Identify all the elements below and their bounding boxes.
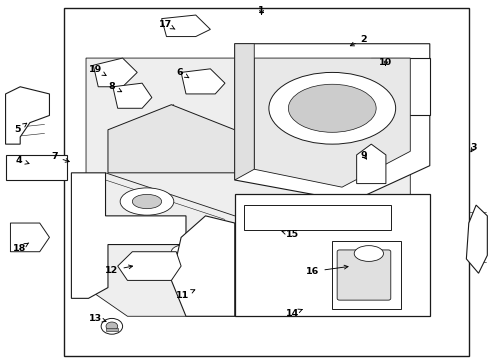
Polygon shape bbox=[86, 58, 409, 316]
Polygon shape bbox=[10, 223, 49, 252]
Polygon shape bbox=[171, 216, 234, 316]
Polygon shape bbox=[64, 8, 468, 356]
Polygon shape bbox=[234, 44, 254, 180]
Text: 10: 10 bbox=[379, 58, 392, 67]
Text: 13: 13 bbox=[89, 314, 106, 323]
Polygon shape bbox=[71, 173, 185, 298]
Text: 4: 4 bbox=[16, 156, 29, 165]
Polygon shape bbox=[466, 205, 487, 273]
Text: 3: 3 bbox=[469, 143, 476, 152]
Polygon shape bbox=[93, 58, 137, 87]
Text: 8: 8 bbox=[108, 82, 122, 92]
Text: 6: 6 bbox=[177, 68, 188, 78]
Ellipse shape bbox=[178, 248, 193, 256]
Polygon shape bbox=[254, 58, 409, 187]
Polygon shape bbox=[234, 44, 429, 202]
Ellipse shape bbox=[132, 194, 161, 209]
Text: 5: 5 bbox=[15, 123, 27, 134]
Polygon shape bbox=[331, 241, 400, 309]
Polygon shape bbox=[105, 328, 118, 330]
Polygon shape bbox=[356, 144, 385, 184]
Text: 7: 7 bbox=[51, 152, 69, 162]
Polygon shape bbox=[161, 15, 210, 37]
Polygon shape bbox=[108, 105, 234, 173]
Polygon shape bbox=[244, 205, 390, 230]
FancyBboxPatch shape bbox=[336, 250, 390, 300]
Ellipse shape bbox=[353, 246, 383, 261]
Polygon shape bbox=[5, 155, 66, 180]
Text: 11: 11 bbox=[175, 289, 194, 300]
Text: 16: 16 bbox=[305, 265, 347, 276]
Polygon shape bbox=[234, 194, 429, 316]
Ellipse shape bbox=[171, 244, 200, 259]
Text: 19: 19 bbox=[89, 65, 106, 76]
Polygon shape bbox=[181, 69, 224, 94]
Ellipse shape bbox=[268, 72, 395, 144]
Text: 15: 15 bbox=[282, 230, 298, 239]
Text: 12: 12 bbox=[105, 265, 132, 275]
Polygon shape bbox=[113, 83, 152, 108]
Text: 9: 9 bbox=[360, 151, 366, 160]
Polygon shape bbox=[5, 87, 49, 144]
Text: 14: 14 bbox=[285, 309, 302, 318]
Text: 2: 2 bbox=[349, 35, 366, 46]
Polygon shape bbox=[118, 252, 181, 280]
Ellipse shape bbox=[106, 322, 118, 330]
Ellipse shape bbox=[101, 319, 122, 334]
Text: 18: 18 bbox=[13, 243, 29, 253]
Polygon shape bbox=[71, 44, 429, 327]
Polygon shape bbox=[370, 58, 429, 116]
Text: 1: 1 bbox=[258, 6, 264, 15]
Ellipse shape bbox=[120, 188, 173, 215]
Ellipse shape bbox=[288, 84, 375, 132]
Text: 17: 17 bbox=[159, 19, 175, 29]
